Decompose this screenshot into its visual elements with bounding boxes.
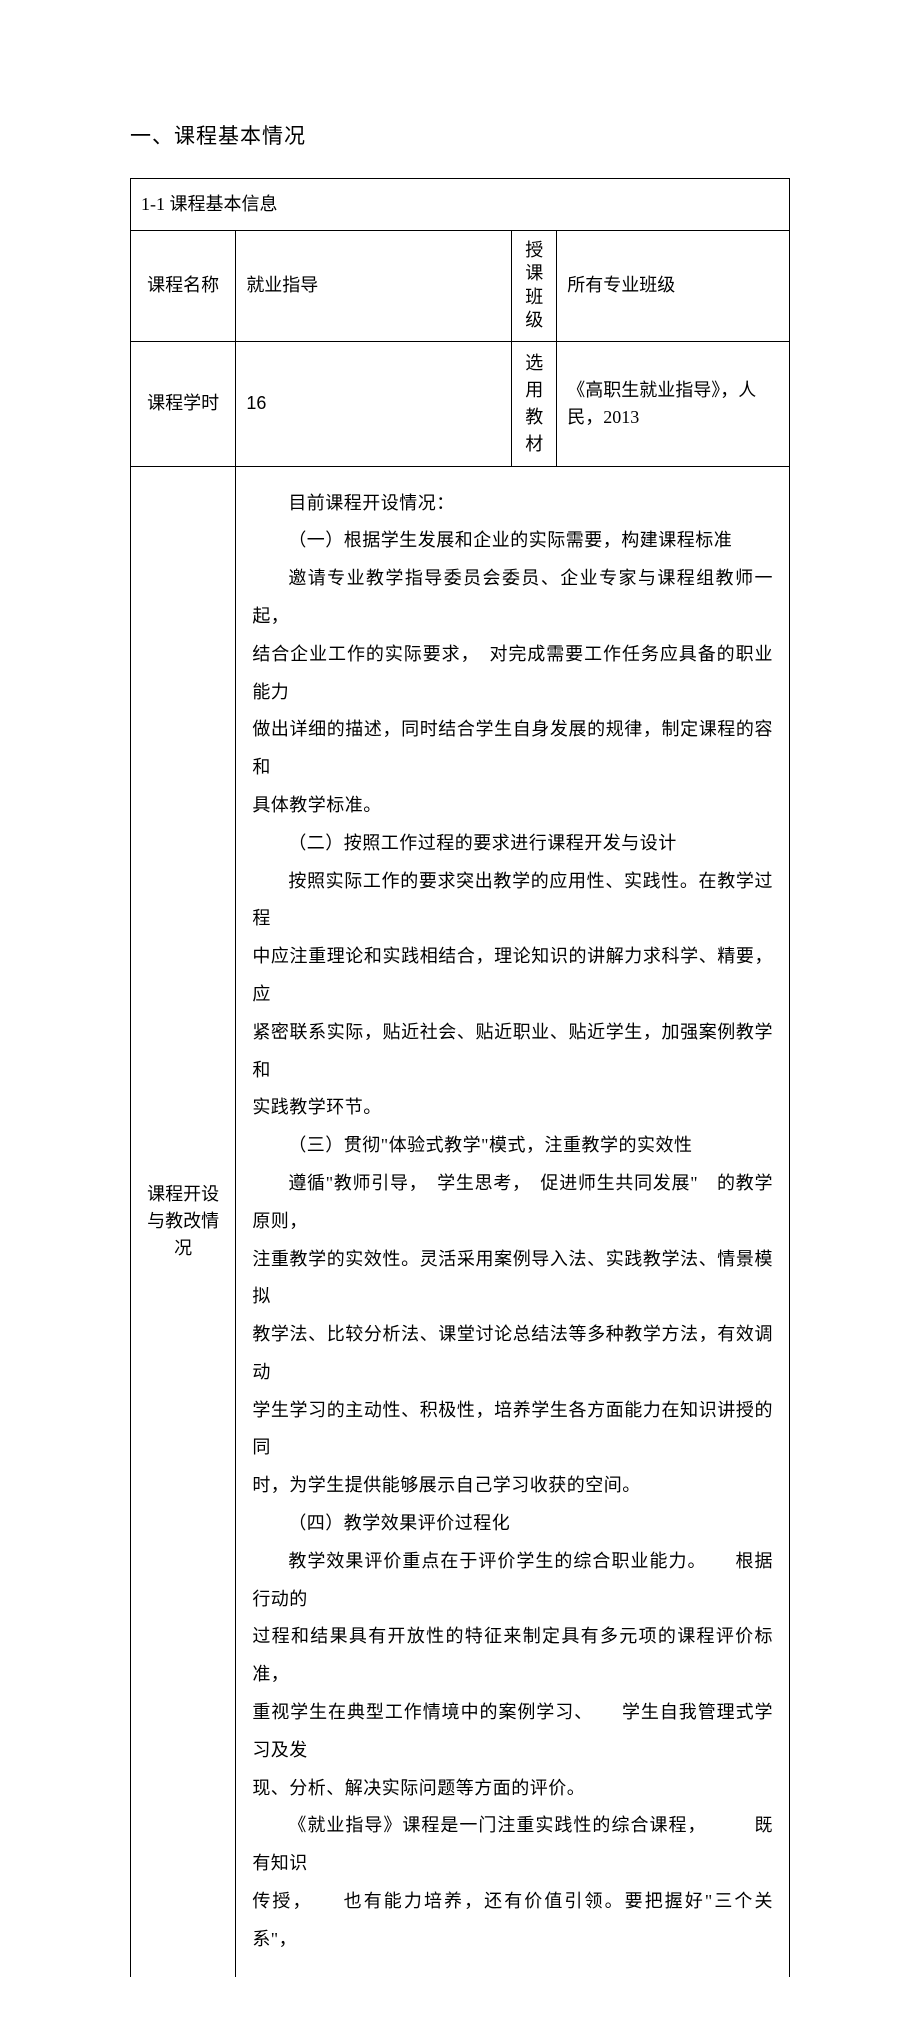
body-text: 按照实际工作的要求突出教学的应用性、实践性。在教学过程	[252, 863, 773, 939]
label-hours: 课程学时	[131, 341, 236, 466]
section-header-row: 1-1 课程基本信息	[131, 179, 790, 231]
body-text: 教学效果评价重点在于评价学生的综合职业能力。 根据行动的	[252, 1543, 773, 1619]
body-text: （四）教学效果评价过程化	[252, 1505, 773, 1543]
body-text: （一）根据学生发展和企业的实际需要，构建课程标准	[252, 522, 773, 560]
body-text: 现、分析、解决实际问题等方面的评价。	[252, 1770, 773, 1808]
body-text: 学生学习的主动性、积极性，培养学生各方面能力在知识讲授的同	[252, 1392, 773, 1468]
body-text: 结合企业工作的实际要求， 对完成需要工作任务应具备的职业能力	[252, 636, 773, 712]
body-text: 过程和结果具有开放性的特征来制定具有多元项的课程评价标准，	[252, 1618, 773, 1694]
value-hours: 16	[236, 341, 512, 466]
table-row-course-name: 课程名称 就业指导 授课班级 所有专业班级	[131, 231, 790, 342]
body-text: （三）贯彻"体验式教学"模式，注重教学的实效性	[252, 1127, 773, 1165]
label-reform: 课程开设与教改情况	[131, 466, 236, 1977]
body-text: 实践教学环节。	[252, 1089, 773, 1127]
body-text: 教学法、比较分析法、课堂讨论总结法等多种教学方法，有效调动	[252, 1316, 773, 1392]
body-text: 做出详细的描述，同时结合学生自身发展的规律，制定课程的容和	[252, 711, 773, 787]
course-info-table: 1-1 课程基本信息 课程名称 就业指导 授课班级 所有专业班级 课程学时 16…	[130, 178, 790, 1977]
body-text: 遵循"教师引导， 学生思考， 促进师生共同发展" 的教学原则，	[252, 1165, 773, 1241]
body-text: 时，为学生提供能够展示自己学习收获的空间。	[252, 1467, 773, 1505]
body-text: 《就业指导》课程是一门注重实践性的综合课程， 既有知识	[252, 1807, 773, 1883]
label-class: 授课班级	[512, 231, 557, 342]
body-text: 传授， 也有能力培养，还有价值引领。要把握好"三个关系"，	[252, 1883, 773, 1959]
label-course-name: 课程名称	[131, 231, 236, 342]
body-text: 目前课程开设情况：	[252, 485, 773, 523]
table-row-course-hours: 课程学时 16 选用教材 《高职生就业指导》，人民，2013	[131, 341, 790, 466]
body-text: 邀请专业教学指导委员会委员、企业专家与课程组教师一起，	[252, 560, 773, 636]
body-text: 紧密联系实际，贴近社会、贴近职业、贴近学生，加强案例教学和	[252, 1014, 773, 1090]
value-class: 所有专业班级	[557, 231, 790, 342]
body-text: 中应注重理论和实践相结合，理论知识的讲解力求科学、精要，应	[252, 938, 773, 1014]
body-text: 注重教学的实效性。灵活采用案例导入法、实践教学法、情景模拟	[252, 1241, 773, 1317]
label-textbook: 选用教材	[512, 341, 557, 466]
body-text: （二）按照工作过程的要求进行课程开发与设计	[252, 825, 773, 863]
value-course-name: 就业指导	[236, 231, 512, 342]
content-reform: 目前课程开设情况：（一）根据学生发展和企业的实际需要，构建课程标准邀请专业教学指…	[236, 466, 790, 1977]
body-text: 重视学生在典型工作情境中的案例学习、 学生自我管理式学习及发	[252, 1694, 773, 1770]
section-header: 1-1 课程基本信息	[131, 179, 790, 231]
body-text: 具体教学标准。	[252, 787, 773, 825]
page-heading: 一、课程基本情况	[130, 120, 790, 150]
value-textbook: 《高职生就业指导》，人民，2013	[557, 341, 790, 466]
table-row-course-reform: 课程开设与教改情况 目前课程开设情况：（一）根据学生发展和企业的实际需要，构建课…	[131, 466, 790, 1977]
